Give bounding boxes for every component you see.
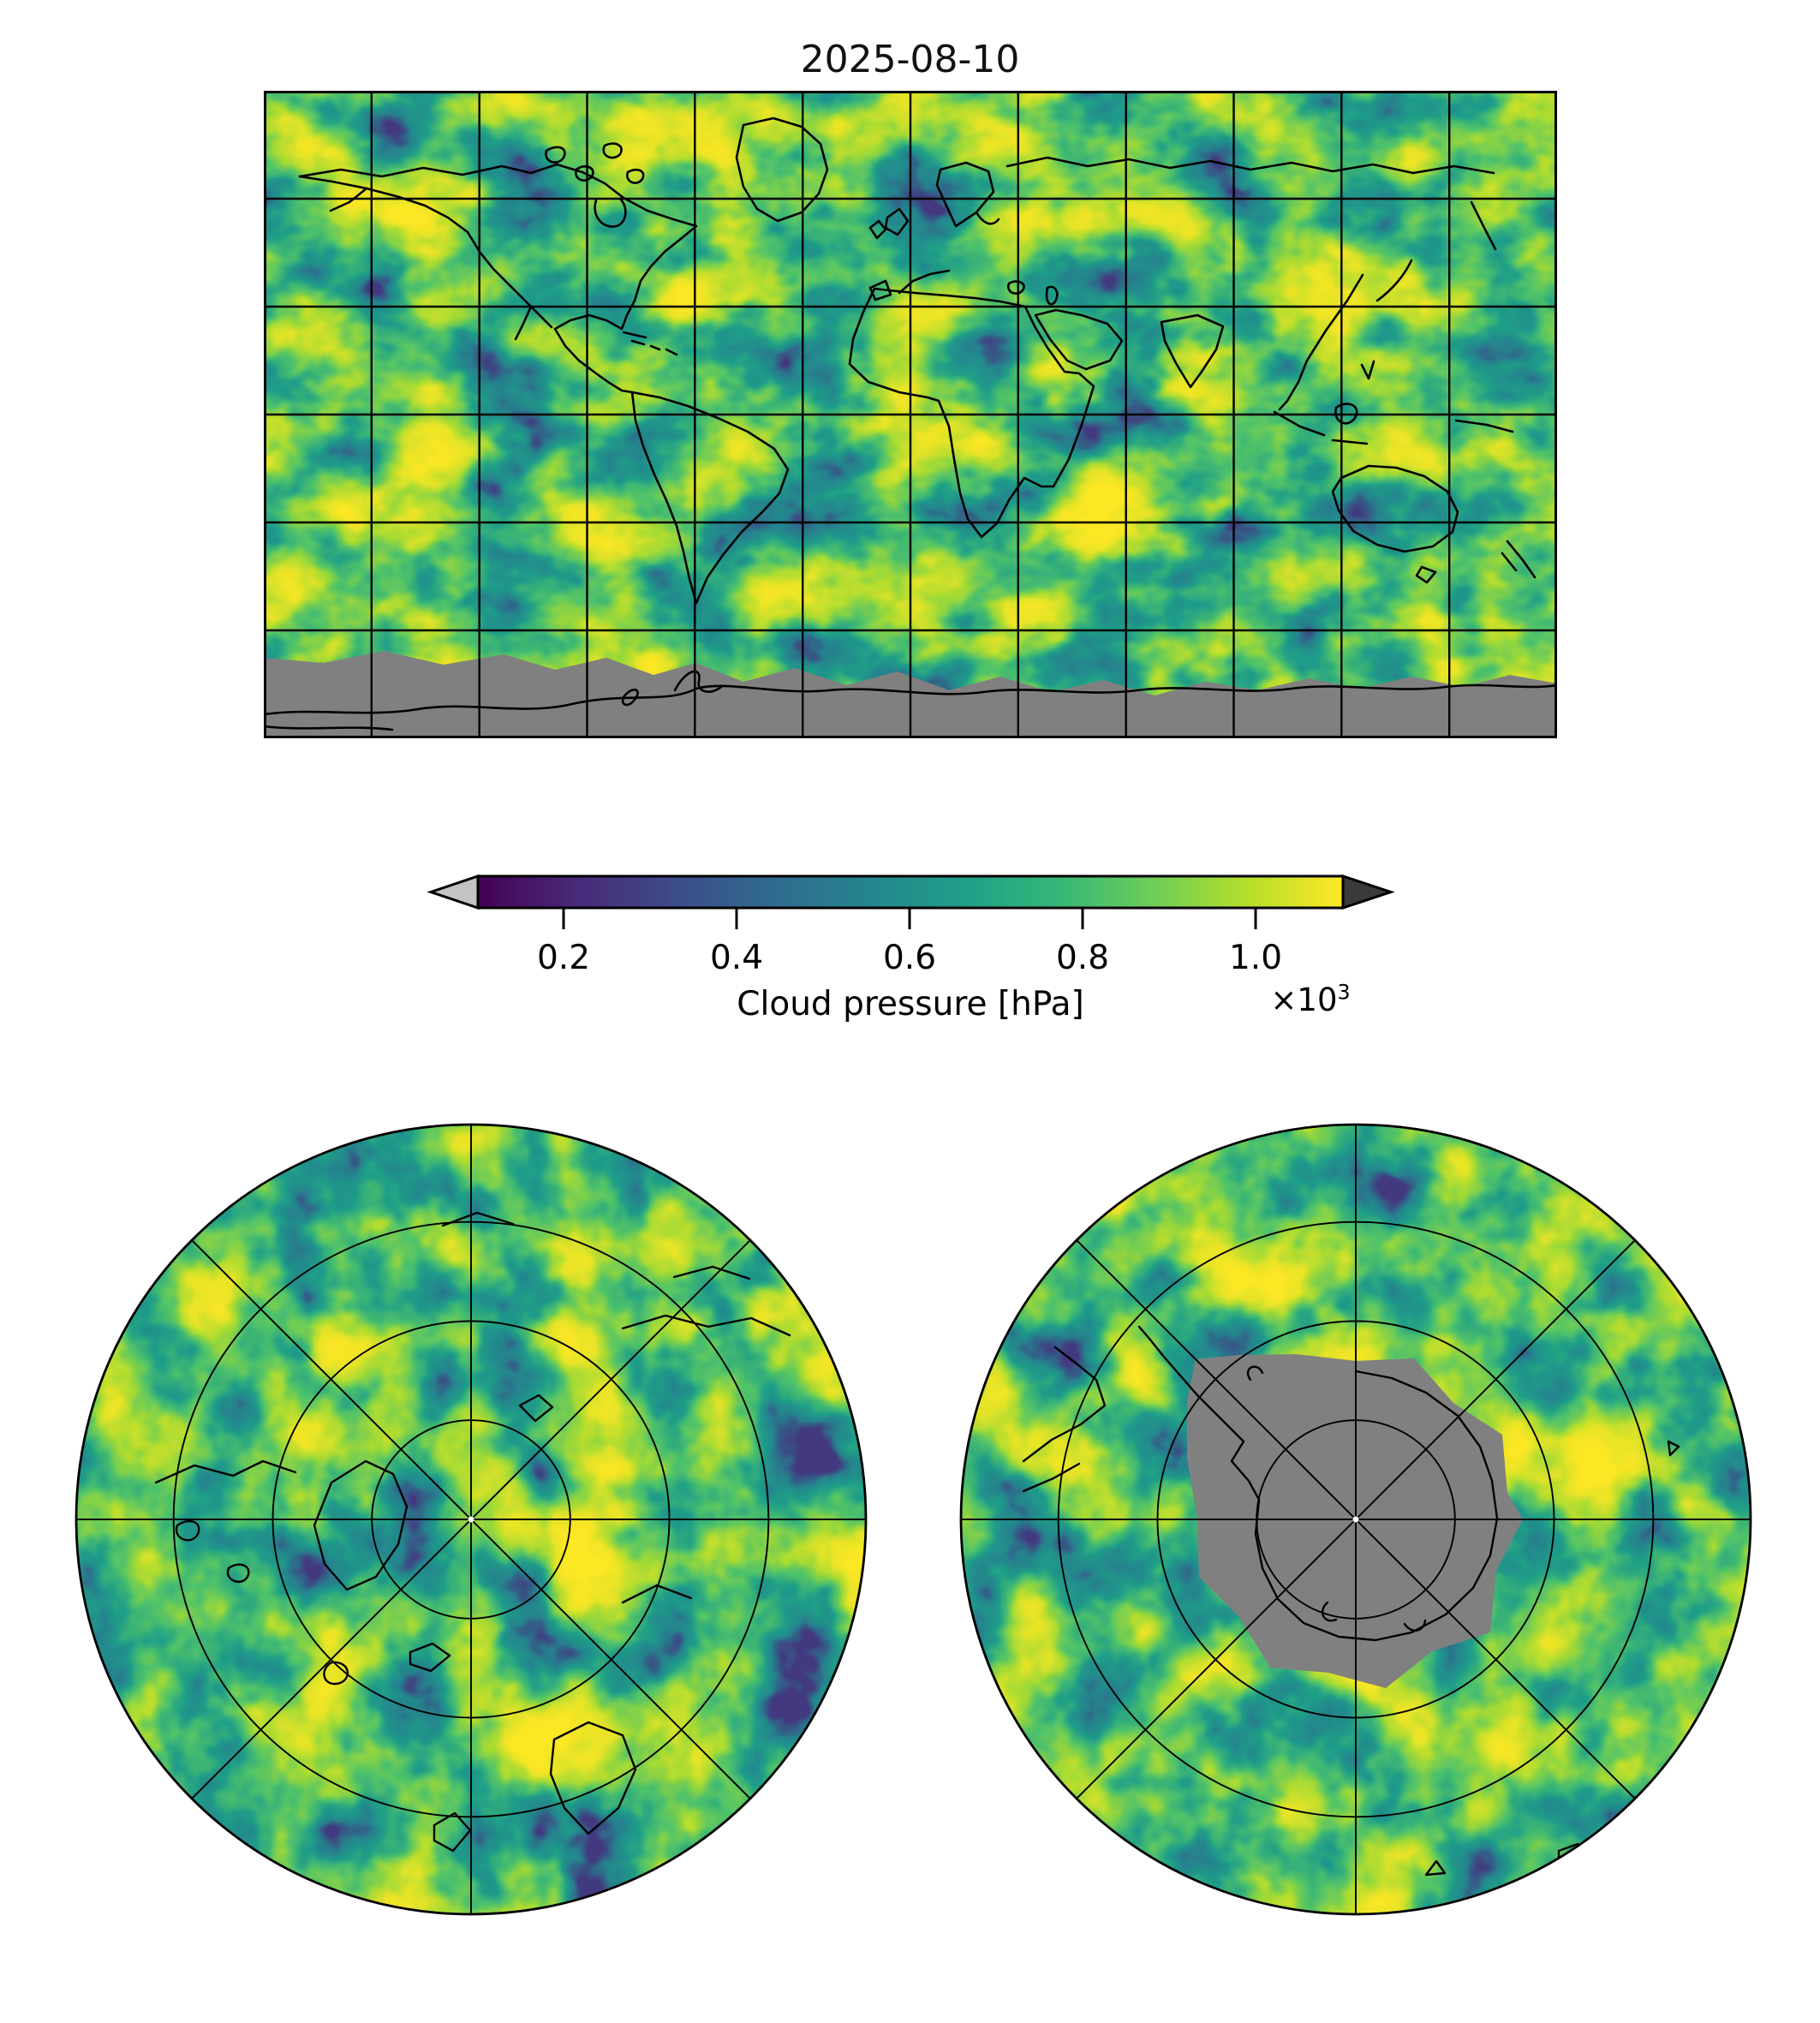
- colorbar-tick-label: 0.8: [1055, 939, 1110, 977]
- colorbar-tick-label: 0.4: [709, 939, 764, 977]
- coastlines-north-polar: [154, 1211, 791, 1853]
- colorbar-tick-label: 1.0: [1228, 939, 1283, 977]
- colorbar-tick-label: 0.6: [882, 939, 937, 977]
- colorbar-label: Cloud pressure [hPa]: [737, 985, 1084, 1023]
- colorbar-multiplier-exponent: 3: [1337, 980, 1351, 1005]
- colorbar-over-arrow: [1341, 874, 1395, 910]
- colorbar-multiplier-base: ×10: [1270, 982, 1338, 1018]
- colorbar-tick-label: 0.2: [536, 939, 591, 977]
- global-map: [264, 91, 1557, 738]
- antarctic-coastline-global: [264, 670, 1557, 731]
- coastlines-south-polar: [1022, 1325, 1680, 1877]
- coastlines-global: [298, 116, 1537, 605]
- colorbar-under-arrow: [427, 874, 480, 910]
- map-frame: [264, 91, 1557, 738]
- figure-title: 2025-08-10: [800, 38, 1020, 81]
- colorbar-gradient-bar: [476, 874, 1345, 910]
- south-polar-boundary: [959, 1123, 1752, 1916]
- north-polar-map: [75, 1123, 868, 1916]
- pole-point-north: [468, 1516, 474, 1523]
- colorbar-multiplier: ×103: [1225, 982, 1396, 1018]
- south-polar-map: [959, 1123, 1752, 1916]
- colorbar-ticks: [562, 908, 1257, 929]
- north-polar-boundary: [75, 1123, 868, 1916]
- graticule-global: [264, 91, 1557, 738]
- pole-point-south: [1352, 1516, 1359, 1523]
- colorbar: [427, 874, 1395, 929]
